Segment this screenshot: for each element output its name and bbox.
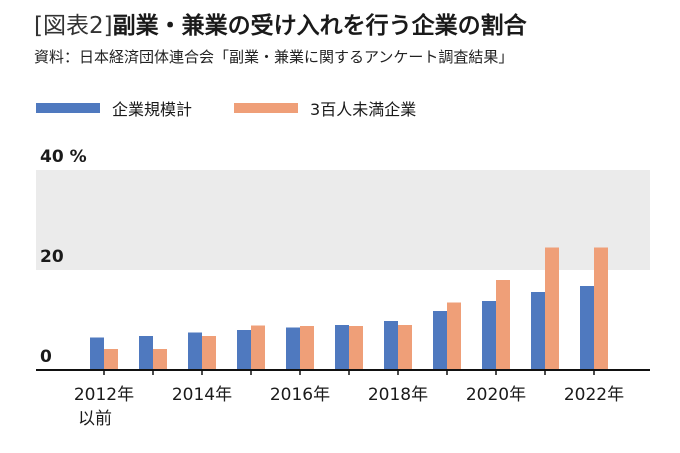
bar-all [531,292,545,370]
y-tick-label: 0 [40,347,52,367]
bar-all [384,321,398,370]
legend-label-small: 3百人未満企業 [310,100,417,119]
bar-all [90,337,104,370]
legend: 企業規模計 3百人未満企業 [36,96,458,120]
legend-swatch-small [234,103,299,113]
legend-item-all: 企業規模計 [36,96,192,120]
y-tick-label: 20 [40,247,64,267]
bar-small [496,280,510,370]
bar-small [202,336,216,370]
bar-small [349,326,363,370]
legend-label-all: 企業規模計 [112,100,193,119]
x-tick-label: 2020年 [466,385,526,405]
bar-small [153,349,167,370]
legend-swatch-all [36,103,100,113]
bar-all [433,311,447,370]
x-tick-label: 2012年 [74,385,134,405]
chart-source: 資料：日本経済団体連合会「副業・兼業に関するアンケート調査結果」 [34,48,514,66]
bar-all [188,332,202,370]
legend-item-small: 3百人未満企業 [234,96,416,120]
x-tick-label: 2014年 [172,385,232,405]
title-main: 副業・兼業の受け入れを行う企業の割合 [112,13,527,39]
x-tick-label: 2018年 [368,385,428,405]
bar-small [104,349,118,370]
bar-all [580,286,594,370]
y-tick-label: 40 % [40,147,87,167]
bar-small [545,247,559,370]
x-tick-label: 2022年 [564,385,624,405]
x-tick-label: 2016年 [270,385,330,405]
x-tick-label: 以前 [78,409,112,429]
bar-small [594,247,608,370]
bar-small [251,325,265,370]
bar-all [237,330,251,370]
bar-small [398,325,412,370]
bar-all [286,327,300,370]
bar-all [139,336,153,370]
bar-small [447,302,461,370]
bar-all [482,301,496,370]
bar-small [300,326,314,370]
bar-all [335,325,349,370]
chart-title: [図表2]副業・兼業の受け入れを行う企業の割合 [34,6,527,40]
title-tag: [図表2] [34,13,113,39]
